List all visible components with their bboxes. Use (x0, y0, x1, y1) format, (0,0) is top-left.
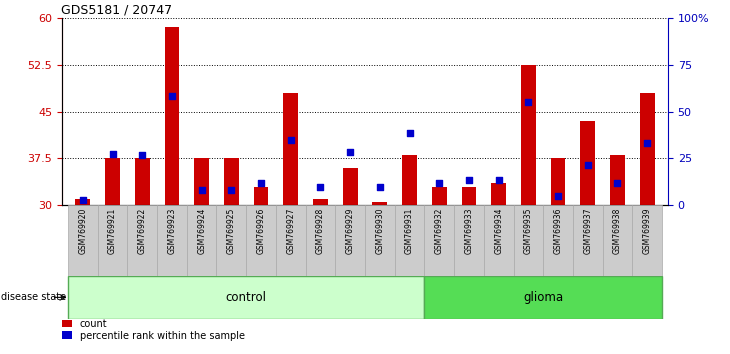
Point (107, 151, 118, 157)
Text: GSM769937: GSM769937 (583, 207, 592, 254)
Point (404, 131, 415, 136)
Text: GSM769933: GSM769933 (464, 207, 474, 254)
Text: GSM769926: GSM769926 (256, 207, 266, 254)
Bar (306, 205, 335, 276)
Text: glioma: glioma (523, 291, 564, 304)
Text: GSM769936: GSM769936 (553, 207, 563, 254)
Bar (432, 187, 447, 205)
Bar (68, 276, 424, 319)
Text: GSM769938: GSM769938 (613, 207, 622, 254)
Bar (342, 168, 358, 205)
Text: GSM769928: GSM769928 (316, 207, 325, 254)
Bar (395, 205, 424, 276)
Text: disease state: disease state (1, 292, 66, 302)
Text: GSM769920: GSM769920 (78, 207, 88, 254)
Bar (543, 205, 573, 276)
Bar (521, 65, 536, 205)
Point (552, 193, 564, 199)
Bar (580, 121, 595, 205)
Bar (253, 187, 269, 205)
Bar (276, 205, 306, 276)
Bar (424, 276, 662, 319)
Bar (365, 205, 395, 276)
Bar (164, 27, 180, 205)
Bar (313, 199, 328, 205)
Bar (513, 205, 543, 276)
Bar (68, 205, 98, 276)
Text: GSM769922: GSM769922 (138, 207, 147, 254)
Bar (491, 183, 506, 205)
Text: GSM769930: GSM769930 (375, 207, 385, 254)
Bar (402, 155, 417, 205)
Bar (602, 205, 632, 276)
Bar (335, 205, 365, 276)
Point (315, 184, 326, 189)
Bar (217, 205, 246, 276)
Point (523, 99, 534, 105)
Point (374, 184, 385, 189)
Bar (224, 159, 239, 205)
Bar (246, 205, 276, 276)
Point (463, 177, 474, 183)
Text: GSM769924: GSM769924 (197, 207, 206, 254)
Bar (610, 155, 625, 205)
Point (642, 140, 653, 145)
Bar (573, 205, 602, 276)
Bar (461, 187, 477, 205)
Bar (105, 159, 120, 205)
Bar (372, 202, 388, 205)
Text: control: control (226, 291, 266, 304)
Bar (194, 159, 209, 205)
Text: GSM769927: GSM769927 (286, 207, 295, 254)
Legend: count, percentile rank within the sample: count, percentile rank within the sample (62, 319, 245, 341)
Bar (424, 205, 454, 276)
Bar (157, 205, 187, 276)
Bar (75, 199, 91, 205)
Point (137, 153, 148, 158)
Text: GSM769939: GSM769939 (642, 207, 652, 254)
Bar (632, 205, 662, 276)
Bar (454, 205, 484, 276)
Text: GSM769921: GSM769921 (108, 207, 117, 254)
Text: GSM769932: GSM769932 (435, 207, 444, 254)
Point (582, 162, 593, 167)
Bar (98, 205, 128, 276)
Point (345, 149, 356, 155)
Bar (135, 159, 150, 205)
Text: GDS5181 / 20747: GDS5181 / 20747 (61, 4, 172, 17)
Text: GSM769925: GSM769925 (227, 207, 236, 254)
Point (285, 137, 296, 142)
Point (166, 93, 178, 99)
Text: GSM769923: GSM769923 (167, 207, 177, 254)
Bar (550, 159, 566, 205)
Point (226, 187, 237, 193)
Point (612, 181, 623, 186)
Text: GSM769929: GSM769929 (345, 207, 355, 254)
Bar (484, 205, 513, 276)
Text: GSM769934: GSM769934 (494, 207, 503, 254)
Point (77, 198, 88, 203)
Point (255, 181, 267, 186)
Point (434, 181, 445, 186)
Text: GSM769935: GSM769935 (524, 207, 533, 254)
Bar (639, 93, 655, 205)
Bar (128, 205, 157, 276)
Bar (187, 205, 217, 276)
Bar (283, 93, 298, 205)
Text: GSM769931: GSM769931 (405, 207, 414, 254)
Point (493, 177, 504, 183)
Point (196, 187, 207, 193)
